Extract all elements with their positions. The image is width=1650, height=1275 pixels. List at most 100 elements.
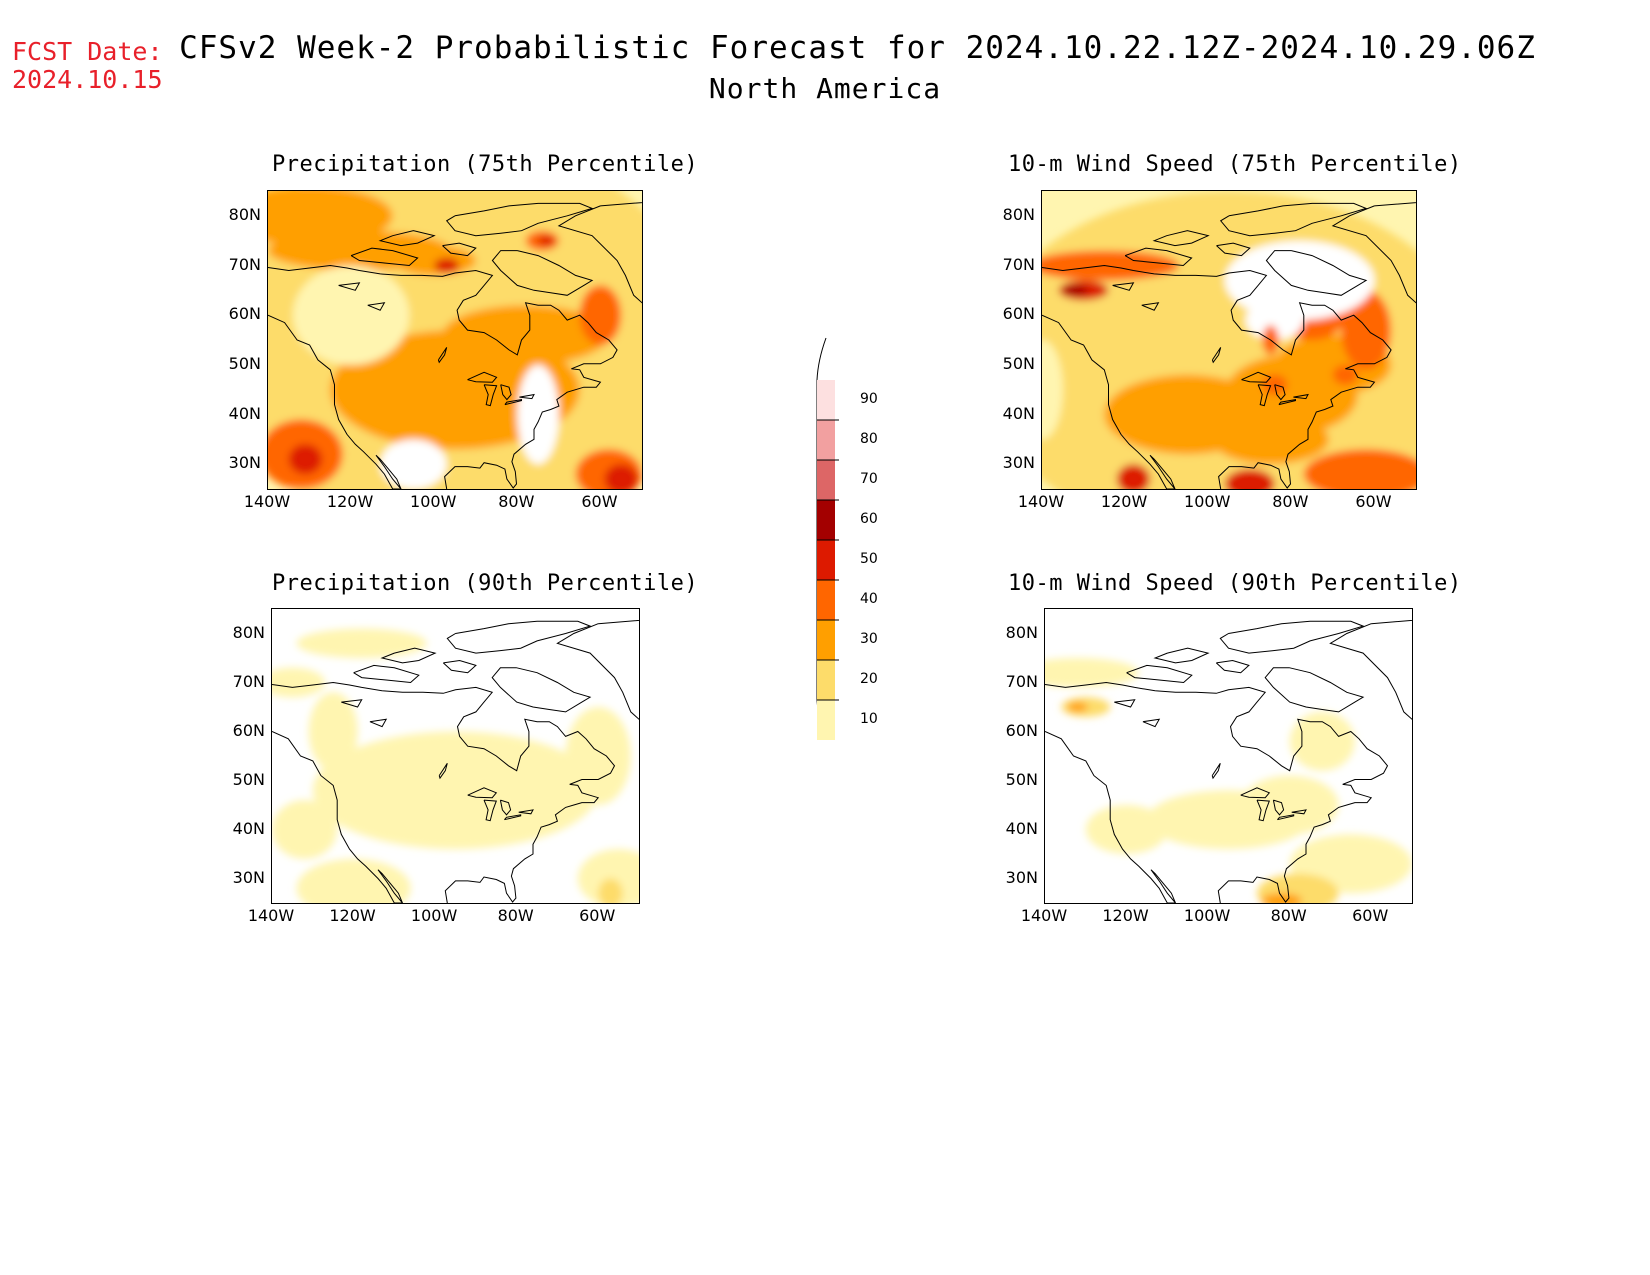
lat-tick-label: 60N: [1002, 304, 1035, 324]
probability-shading: [538, 235, 555, 246]
coastline: [437, 347, 448, 364]
lat-tick-label: 50N: [1002, 353, 1035, 373]
coastline: [491, 667, 592, 713]
lat-tick-label: 30N: [232, 867, 265, 887]
coastline: [519, 393, 535, 400]
probability-shading: [1240, 775, 1339, 835]
coastline: [504, 814, 522, 821]
colorbar-swatch: [817, 460, 835, 500]
lat-tick-label: 60N: [232, 720, 265, 740]
probability-shading: [1303, 449, 1416, 489]
coastline: [1045, 681, 1389, 903]
probability-shading: [604, 464, 638, 489]
coastline: [442, 659, 477, 674]
probability-shading: [565, 707, 631, 805]
colorbar-swatch: [817, 580, 835, 620]
probability-shading: [272, 800, 338, 859]
coastline: [445, 202, 594, 237]
fcst-date: 2024.10.15: [12, 65, 163, 94]
probability-shading: [296, 858, 411, 903]
lat-tick-label: 50N: [1005, 769, 1038, 789]
colorbar-swatch: [817, 380, 835, 420]
fcst-date-label: FCST Date: 2024.10.15: [12, 38, 163, 94]
map-graphic: [1042, 191, 1416, 489]
coastline: [1124, 247, 1193, 267]
probability-shading: [1289, 711, 1355, 771]
coastline: [446, 620, 592, 654]
main-title: CFSv2 Week-2 Probabilistic Forecast for …: [0, 30, 1650, 105]
colorbar-label: 50: [860, 551, 878, 567]
probability-shading: [272, 667, 325, 698]
title-line-1: CFSv2 Week-2 Probabilistic Forecast for …: [179, 30, 1536, 66]
panel-title-wind-90: 10-m Wind Speed (90th Percentile): [1008, 571, 1462, 596]
coastline: [1042, 314, 1176, 489]
coastline: [272, 731, 404, 903]
coastline: [1278, 399, 1296, 406]
lat-tick-label: 50N: [232, 769, 265, 789]
coastline: [1045, 731, 1177, 903]
coastline: [1329, 619, 1412, 720]
lon-tick-label: 60W: [1352, 906, 1389, 925]
lon-tick-label: 140W: [1020, 906, 1068, 925]
colorbar-swatch: [817, 540, 835, 580]
probability-shading: [1212, 414, 1329, 465]
lon-tick-label: 100W: [410, 492, 457, 511]
lon-tick-label: 80W: [1272, 492, 1309, 511]
lon-tick-label: 80W: [1270, 906, 1307, 925]
lat-tick-label: 80N: [232, 622, 265, 642]
lat-tick-label: 60N: [228, 304, 261, 324]
colorbar-label: 10: [860, 711, 878, 727]
coastline: [499, 799, 512, 816]
map-precip-90: [271, 608, 640, 904]
lon-tick-label: 80W: [497, 906, 534, 925]
coastline: [353, 664, 420, 684]
coastline: [1211, 763, 1221, 780]
map-precip-75: [267, 190, 643, 490]
probability-shading: [1085, 805, 1168, 854]
coastline: [272, 681, 616, 903]
lat-tick-label: 80N: [1002, 204, 1035, 224]
map-wind-90: [1044, 608, 1413, 904]
probability-shading: [292, 265, 410, 365]
probability-shading: [577, 849, 639, 903]
coastline: [1211, 347, 1222, 364]
colorbar-swatch: [817, 420, 835, 460]
coastline: [1114, 699, 1136, 708]
colorbar-label: 20: [860, 671, 878, 687]
probability-shading: [308, 692, 358, 771]
lat-tick-label: 40N: [232, 818, 265, 838]
coastline: [467, 371, 498, 383]
lon-tick-label: 140W: [247, 906, 295, 925]
coastline: [268, 314, 402, 489]
probability-shading: [579, 285, 622, 345]
coastline: [1257, 384, 1272, 407]
lon-tick-label: 100W: [1183, 906, 1231, 925]
fcst-label: FCST Date:: [12, 37, 163, 66]
lon-tick-label: 120W: [1100, 492, 1148, 511]
map-graphic: [1045, 609, 1412, 903]
coastline: [350, 247, 419, 267]
title-line-2: North America: [708, 72, 942, 105]
lat-tick-label: 70N: [228, 254, 261, 274]
coastline: [556, 619, 639, 720]
coastline: [1042, 264, 1392, 489]
coastline: [369, 718, 388, 728]
coastline: [1240, 787, 1271, 799]
map-graphic: [268, 191, 642, 489]
coastline: [518, 809, 534, 815]
probability-shading: [1332, 364, 1358, 385]
probability-shading: [598, 878, 623, 903]
coastline: [1241, 371, 1272, 383]
coastline: [557, 202, 642, 304]
coastline: [483, 799, 498, 822]
probability-shading: [1042, 250, 1180, 281]
coastline: [1277, 814, 1295, 821]
probability-shading: [1261, 893, 1302, 903]
colorbar-label: 70: [860, 471, 878, 487]
coastline: [1265, 250, 1368, 296]
lon-tick-label: 60W: [1355, 492, 1392, 511]
coastline: [268, 264, 618, 489]
coastline: [1291, 809, 1307, 815]
lon-tick-label: 100W: [410, 906, 458, 925]
probability-shading: [1067, 702, 1088, 712]
